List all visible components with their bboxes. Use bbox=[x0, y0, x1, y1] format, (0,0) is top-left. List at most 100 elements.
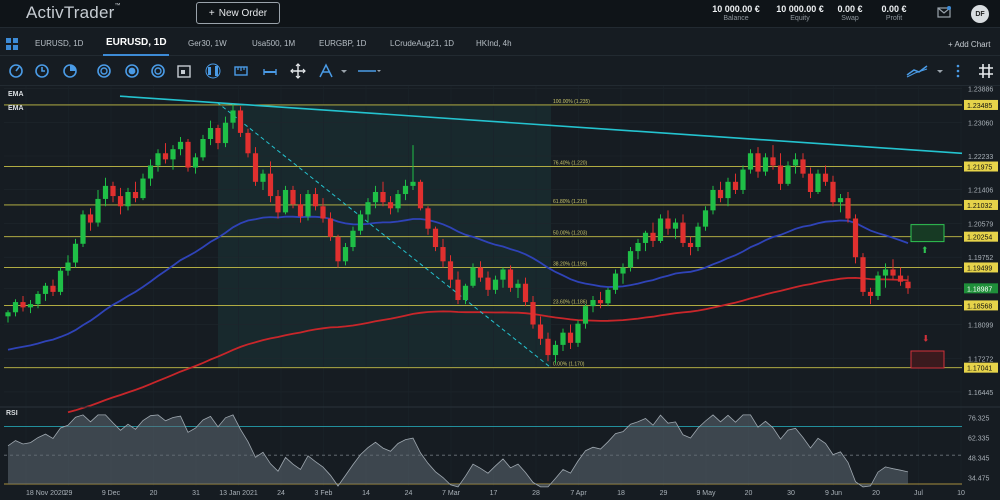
candle bbox=[357, 214, 364, 231]
chart-area[interactable]: 100.00% (1.235) 76.40% (1.220) 61.80% (1.2… bbox=[0, 86, 1000, 500]
price-tag bbox=[964, 300, 998, 311]
price-tag bbox=[964, 362, 998, 373]
candle bbox=[725, 181, 731, 199]
candle bbox=[815, 173, 821, 192]
candle bbox=[132, 192, 139, 199]
coin-icon[interactable] bbox=[150, 63, 166, 79]
measure-icon[interactable] bbox=[262, 63, 278, 79]
ema-label-2[interactable]: EMA bbox=[8, 105, 24, 112]
candle bbox=[785, 165, 791, 184]
candle bbox=[747, 153, 754, 170]
candle bbox=[65, 262, 71, 271]
more-icon[interactable] bbox=[950, 63, 966, 79]
ruler-icon[interactable] bbox=[233, 63, 249, 79]
candle bbox=[320, 206, 326, 219]
tab-eurusd-active[interactable]: EURUSD, 1D bbox=[106, 37, 167, 48]
price-tag bbox=[964, 262, 998, 273]
hash-icon[interactable] bbox=[978, 63, 994, 79]
x-tick-label: 7 Apr bbox=[570, 490, 587, 497]
candle bbox=[830, 181, 836, 203]
price-tag bbox=[964, 161, 998, 172]
candle bbox=[680, 222, 686, 243]
rsi-area bbox=[8, 414, 908, 487]
candle bbox=[620, 267, 626, 274]
fib-diagonal bbox=[216, 101, 552, 369]
candle bbox=[477, 267, 484, 278]
price-chart[interactable]: 100.00% (1.235) 76.40% (1.220) 61.80% (1.2… bbox=[0, 86, 1000, 500]
candle bbox=[867, 291, 874, 296]
candle bbox=[365, 202, 371, 215]
candle bbox=[695, 226, 701, 248]
candle bbox=[237, 110, 244, 133]
candle bbox=[470, 267, 476, 286]
mail-icon[interactable] bbox=[937, 6, 951, 21]
ema-label-1[interactable]: EMA bbox=[8, 91, 24, 98]
add-chart-button[interactable]: + Add Chart bbox=[948, 40, 991, 49]
price-tick-label: 1.18987 bbox=[967, 286, 992, 293]
price-tick-label: 1.19499 bbox=[967, 265, 992, 272]
candle bbox=[380, 192, 386, 203]
candle bbox=[845, 198, 851, 219]
candle bbox=[807, 173, 814, 192]
line-style-icon[interactable] bbox=[356, 63, 382, 79]
fib-level-label: 38.20% (1.195) bbox=[553, 261, 588, 267]
tab-eurgbp[interactable]: EURGBP, 1D bbox=[319, 39, 367, 48]
app-logo[interactable]: ActivTrader™ bbox=[26, 3, 121, 22]
candle bbox=[275, 196, 281, 213]
rsi-tick-label: 48.345 bbox=[968, 456, 990, 463]
candle bbox=[687, 242, 694, 248]
tab-usa500[interactable]: Usa500, 1M bbox=[252, 39, 296, 48]
price-tick-label: 1.20254 bbox=[967, 235, 992, 242]
candle bbox=[110, 185, 116, 197]
rsi-label[interactable]: RSI bbox=[6, 410, 18, 417]
ema-slow-line bbox=[67, 276, 909, 414]
trend-lines-icon[interactable] bbox=[905, 63, 931, 79]
candle bbox=[267, 173, 274, 197]
candles-icon[interactable] bbox=[205, 63, 221, 79]
calendar-icon[interactable] bbox=[176, 63, 192, 79]
candle bbox=[282, 189, 289, 213]
x-tick-label: Jul bbox=[914, 490, 923, 497]
tab-hkind[interactable]: HKInd, 4h bbox=[476, 39, 512, 48]
fib-level-label: 50.00% (1.203) bbox=[553, 231, 588, 237]
pie-icon[interactable] bbox=[62, 63, 78, 79]
active-tab-indicator bbox=[103, 54, 169, 56]
candle bbox=[582, 306, 589, 324]
layout-grid-icon[interactable] bbox=[6, 38, 18, 50]
tab-lcrude[interactable]: LCrudeAug21, 1D bbox=[390, 39, 455, 48]
chevron-down-icon[interactable] bbox=[932, 63, 948, 79]
candle bbox=[635, 242, 641, 252]
candle bbox=[597, 300, 604, 304]
candle bbox=[245, 132, 251, 154]
crosshair-icon[interactable] bbox=[290, 63, 306, 79]
pen-icon[interactable] bbox=[318, 63, 334, 79]
dollar-icon[interactable] bbox=[124, 63, 140, 79]
tab-ger30[interactable]: Ger30, 1W bbox=[188, 39, 227, 48]
candle bbox=[605, 289, 611, 304]
tab-eurusd-1[interactable]: EURUSD, 1D bbox=[35, 39, 84, 48]
arrow-down-icon: ⬇ bbox=[922, 334, 930, 344]
candle bbox=[492, 279, 499, 290]
price-tick-label: 1.17041 bbox=[967, 366, 992, 373]
price-tick-label: 1.21975 bbox=[967, 165, 992, 172]
take-profit-box bbox=[910, 224, 945, 243]
fib-level-label: 0.00% (1.170) bbox=[553, 362, 585, 368]
candle bbox=[335, 236, 341, 262]
rsi-tick-label: 76.325 bbox=[968, 415, 990, 422]
new-order-button[interactable]: + New Order bbox=[196, 2, 280, 24]
x-tick-label: 14 bbox=[362, 490, 370, 497]
clock-icon[interactable] bbox=[34, 63, 50, 79]
candle bbox=[875, 275, 881, 296]
candle bbox=[372, 192, 379, 203]
equity-stat: 10 000.00 € Equity bbox=[776, 4, 824, 22]
target-icon[interactable] bbox=[96, 63, 112, 79]
candle bbox=[612, 273, 619, 290]
avatar[interactable]: DF bbox=[971, 5, 989, 23]
candle bbox=[717, 189, 724, 199]
fib-level-label: 76.40% (1.220) bbox=[553, 161, 588, 167]
circle-gauge-icon[interactable] bbox=[8, 63, 24, 79]
chevron-down-icon[interactable] bbox=[336, 63, 352, 79]
candle bbox=[890, 269, 896, 276]
x-tick-label: 17 bbox=[490, 490, 498, 497]
price-tag bbox=[964, 199, 998, 210]
